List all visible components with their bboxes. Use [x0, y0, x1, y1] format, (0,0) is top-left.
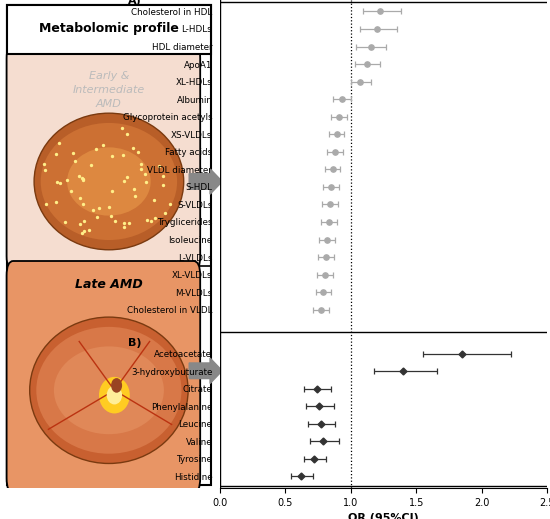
- FancyBboxPatch shape: [7, 5, 211, 53]
- FancyBboxPatch shape: [7, 44, 200, 271]
- FancyArrow shape: [189, 169, 222, 194]
- FancyArrow shape: [189, 358, 222, 384]
- Ellipse shape: [34, 113, 184, 250]
- FancyBboxPatch shape: [7, 261, 200, 493]
- Ellipse shape: [107, 386, 122, 404]
- X-axis label: OR (95%CI): OR (95%CI): [348, 513, 419, 519]
- Text: Late AMD: Late AMD: [75, 278, 143, 291]
- Ellipse shape: [41, 123, 177, 240]
- Text: B): B): [128, 338, 142, 348]
- Ellipse shape: [67, 147, 151, 215]
- Ellipse shape: [36, 327, 182, 454]
- Ellipse shape: [111, 378, 122, 393]
- Ellipse shape: [54, 346, 164, 434]
- Text: Metabolomic profile: Metabolomic profile: [39, 22, 179, 35]
- Text: Early &
Intermediate
AMD: Early & Intermediate AMD: [73, 71, 145, 109]
- Ellipse shape: [30, 317, 188, 463]
- FancyBboxPatch shape: [7, 5, 211, 485]
- Ellipse shape: [99, 377, 130, 414]
- Text: A): A): [128, 0, 142, 6]
